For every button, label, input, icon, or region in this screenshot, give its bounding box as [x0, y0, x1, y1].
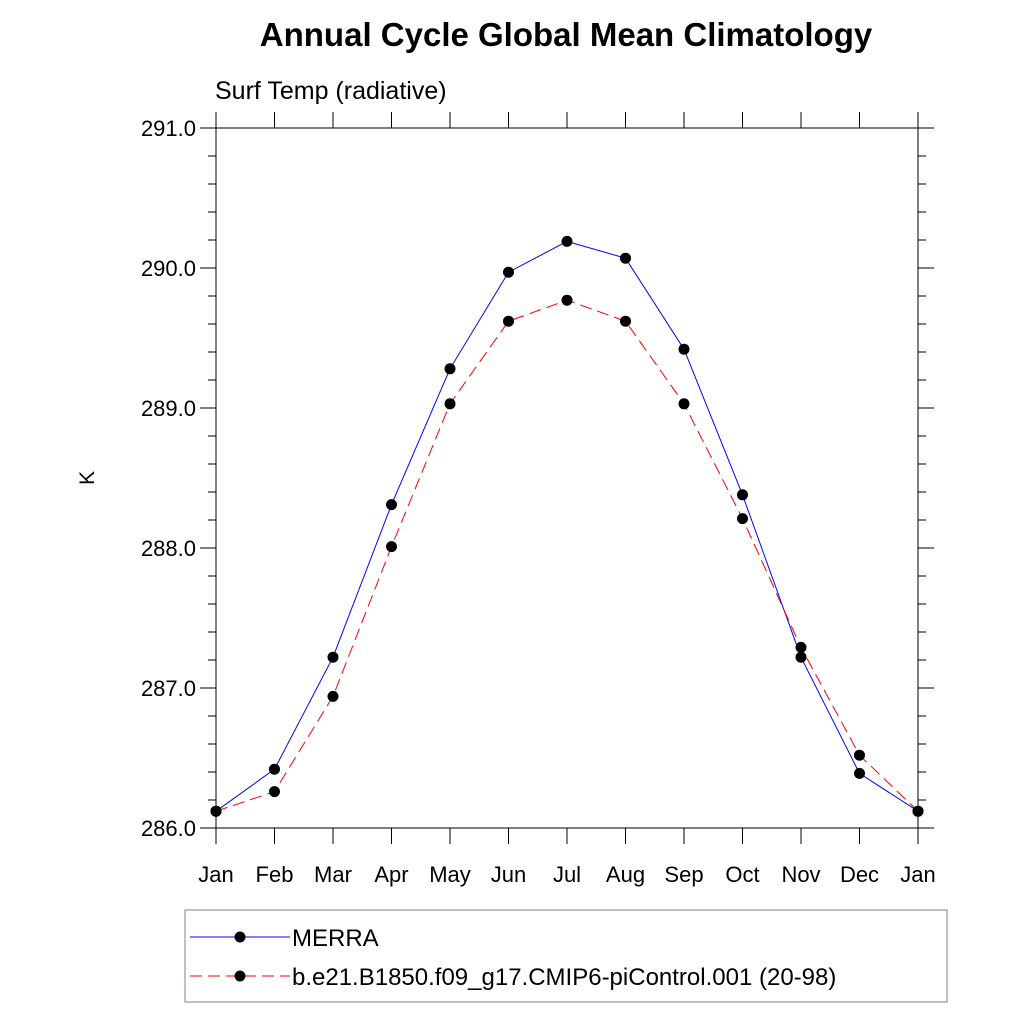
series-1 [210, 235, 924, 817]
data-point [386, 499, 397, 511]
data-point [503, 266, 514, 278]
data-point [620, 315, 631, 327]
data-point [269, 763, 280, 775]
data-point [678, 343, 690, 355]
major-ticks [200, 112, 934, 844]
series-group [210, 235, 924, 817]
data-point [737, 489, 748, 501]
y-axis-label: K [76, 471, 99, 485]
minor-ticks [208, 155, 926, 801]
plot-area [215, 127, 919, 829]
legend-marker [234, 970, 246, 982]
plot-border [215, 127, 919, 829]
y-tick-label: 289.0 [141, 396, 196, 421]
y-tick-label: 287.0 [141, 676, 196, 701]
x-tick-label: Mar [314, 862, 352, 887]
data-point [503, 315, 514, 327]
y-tick-label: 288.0 [141, 536, 196, 561]
data-point [386, 541, 397, 553]
data-point [854, 767, 865, 779]
x-tick-label: Oct [725, 862, 759, 887]
chart-subtitle: Surf Temp (radiative) [215, 77, 447, 105]
x-tick-label: Feb [256, 862, 294, 887]
legend-label: b.e21.B1850.f09_g17.CMIP6-piControl.001 … [292, 964, 836, 991]
legend-label: MERRA [292, 925, 379, 952]
y-tick-labels: 286.0 287.0 288.0 289.0 290.0 291.0 [141, 116, 196, 841]
x-tick-label: Apr [374, 862, 408, 887]
data-point [444, 363, 456, 375]
series-line [215, 299, 919, 812]
data-point [327, 690, 339, 702]
legend-marker [234, 931, 246, 943]
data-point [269, 786, 280, 798]
data-point [210, 805, 222, 817]
x-tick-label: Jan [198, 862, 233, 887]
legend-box [184, 909, 948, 1003]
x-tick-label: Aug [606, 862, 645, 887]
series-line [215, 240, 919, 812]
y-tick-label: 286.0 [141, 816, 196, 841]
x-tick-label: May [429, 862, 471, 887]
x-tick-label: Jul [553, 862, 581, 887]
x-tick-label: Sep [664, 862, 703, 887]
data-point [561, 294, 573, 306]
y-tick-label: 291.0 [141, 116, 196, 141]
data-point [327, 651, 339, 663]
x-tick-label: Dec [840, 862, 879, 887]
x-tick-label: Nov [781, 862, 820, 887]
x-tick-label: Jan [900, 862, 935, 887]
x-tick-label: Jun [491, 862, 526, 887]
data-point [795, 641, 807, 653]
series-2 [210, 294, 924, 817]
y-tick-label: 290.0 [141, 256, 196, 281]
chart-title: Annual Cycle Global Mean Climatology [260, 16, 873, 53]
data-point [678, 398, 690, 410]
data-point [795, 651, 807, 663]
data-point [444, 398, 456, 410]
data-point [561, 235, 573, 247]
legend: MERRA b.e21.B1850.f09_g17.CMIP6-piControl… [184, 909, 948, 1003]
x-tick-labels: Jan Feb Mar Apr May Jun Jul Aug Sep Oct Nov Dec Jan [198, 862, 935, 887]
data-point [854, 749, 865, 761]
data-point [912, 805, 924, 817]
data-point [620, 252, 631, 264]
data-point [737, 513, 748, 525]
